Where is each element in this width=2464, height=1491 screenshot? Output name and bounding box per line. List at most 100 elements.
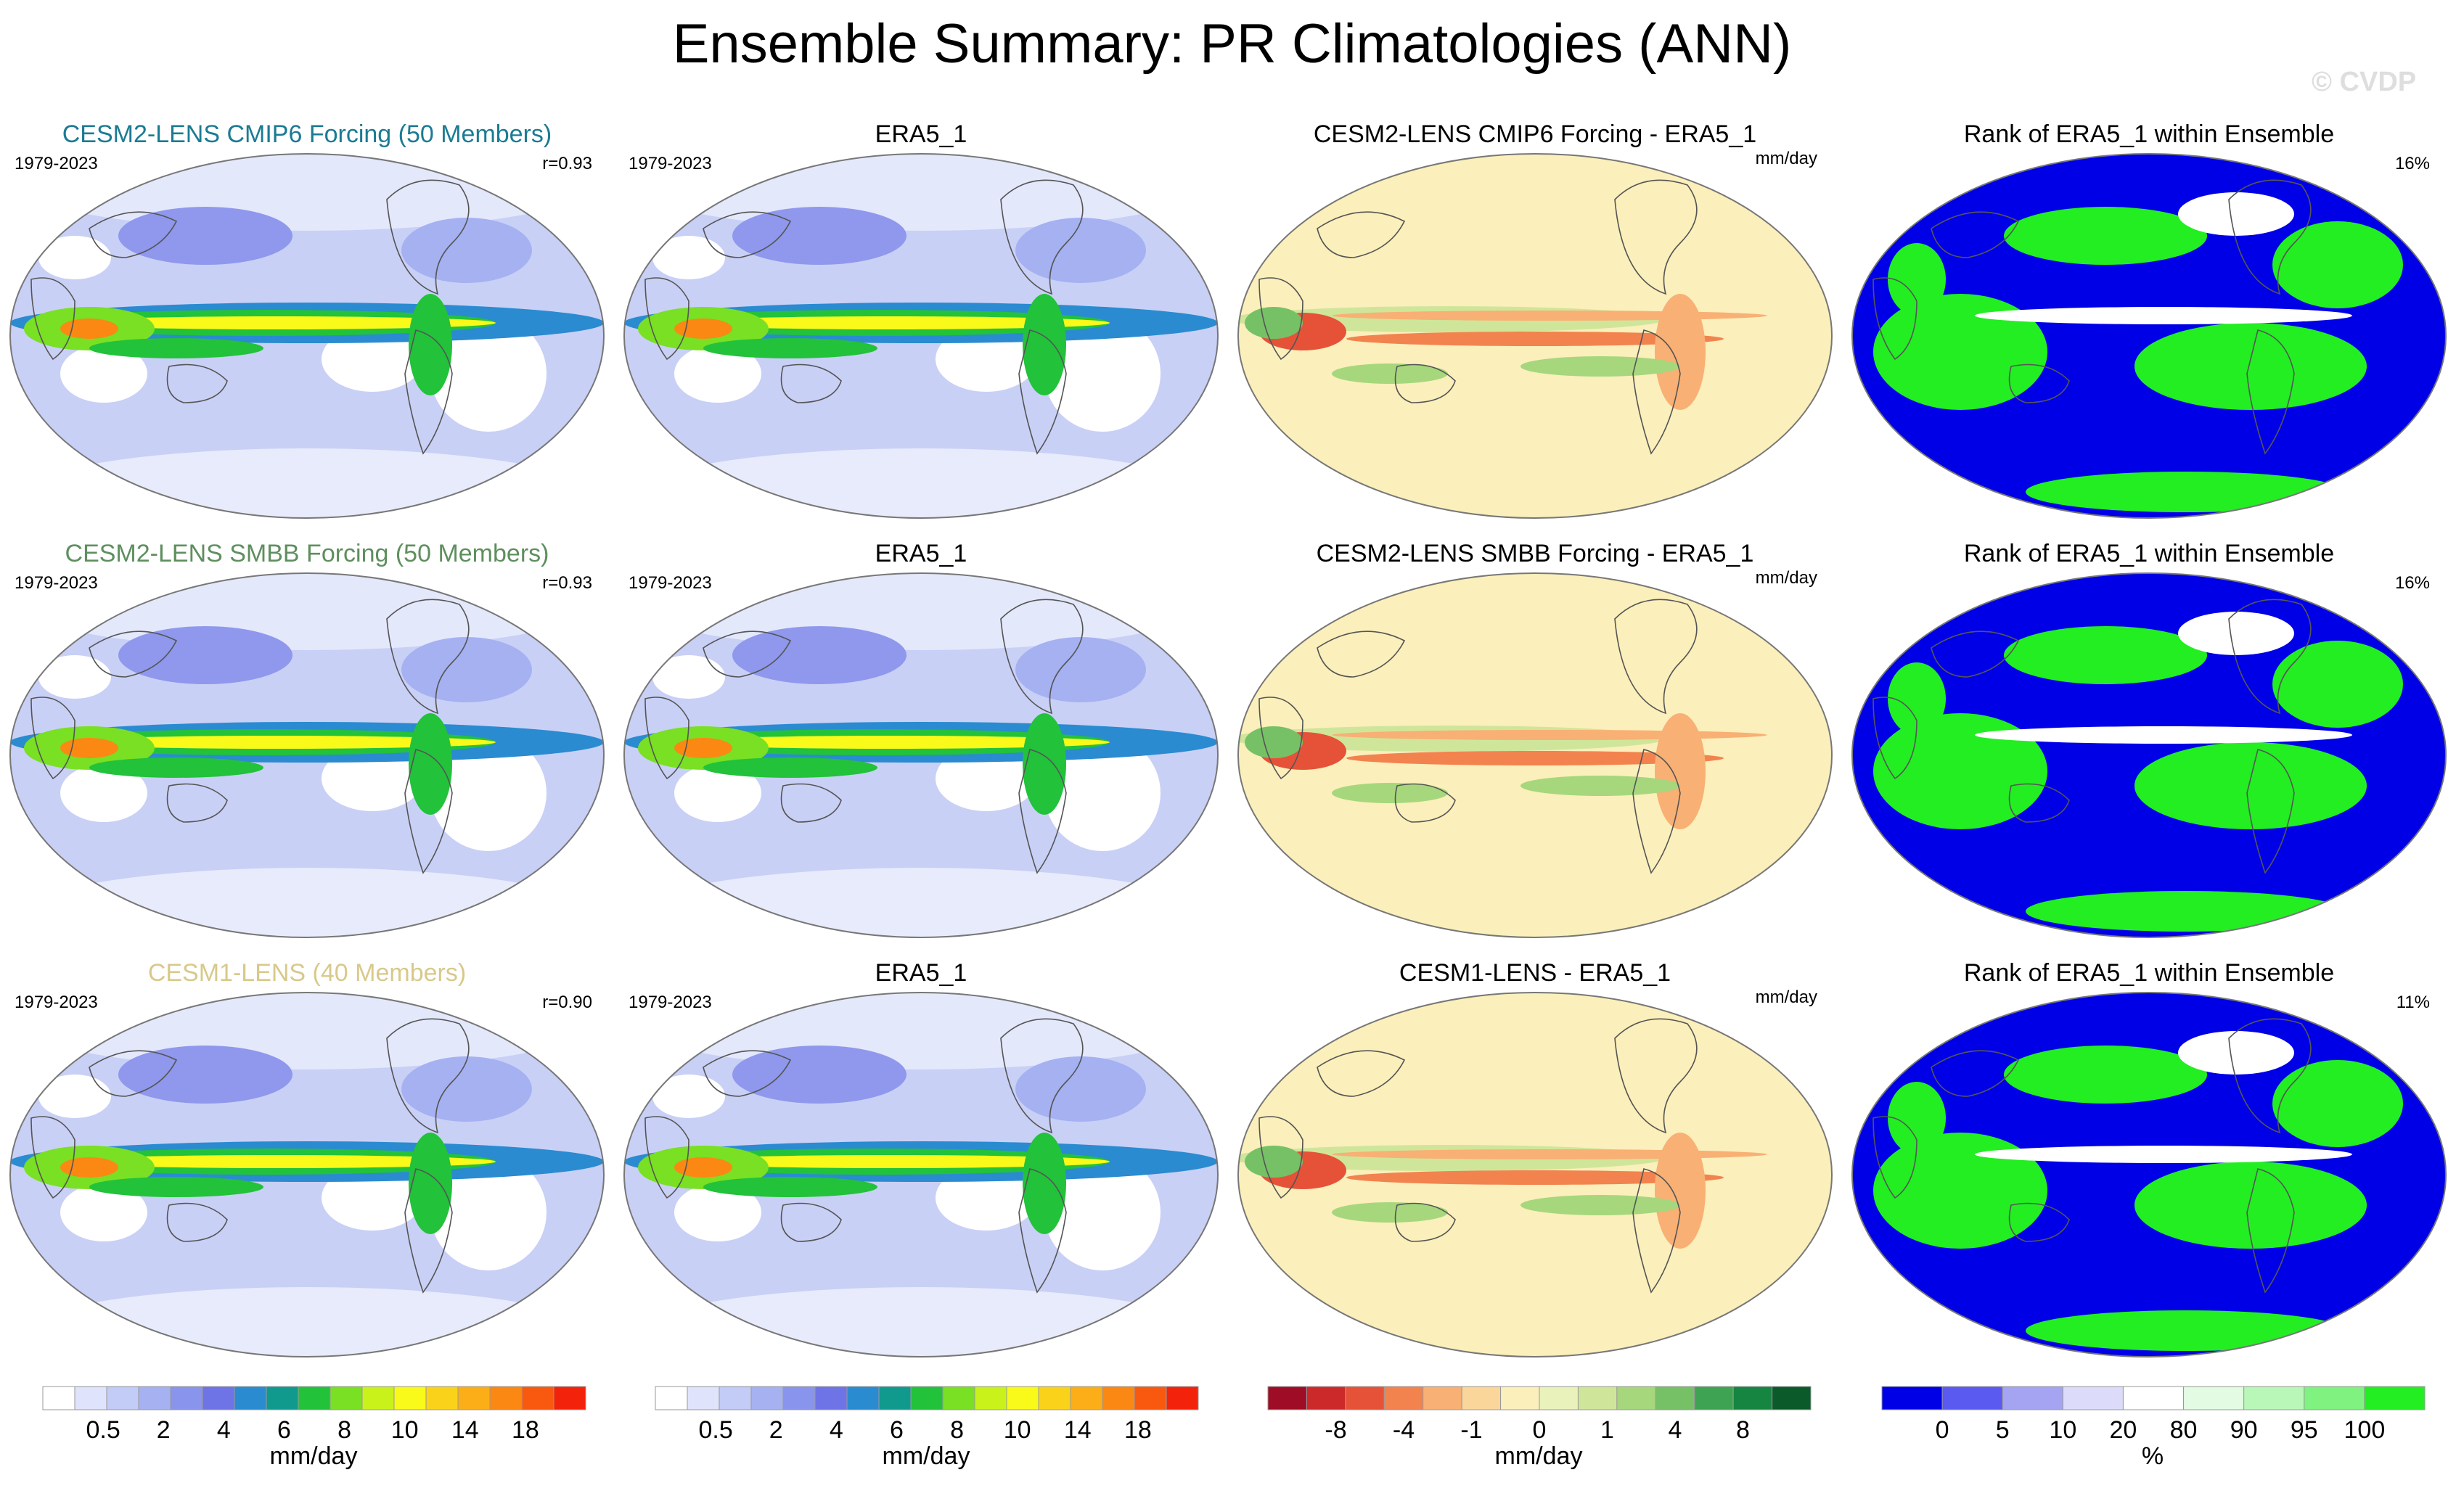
continent-outline-4 — [780, 363, 842, 403]
field-feature-8 — [1332, 363, 1448, 384]
field-feature-11 — [60, 1155, 496, 1168]
continent-outline-3 — [89, 631, 178, 678]
colorbar-pr2-swatch-9 — [910, 1386, 944, 1410]
field-feature-14 — [89, 338, 263, 358]
obs-map-row1 — [623, 153, 1219, 519]
field-feature-8 — [652, 1075, 725, 1118]
colorbar-rank-tick-3: 10 — [2049, 1416, 2077, 1444]
field-feature-3 — [118, 1046, 292, 1104]
colorbar-pr1-tick-4: 6 — [277, 1416, 291, 1444]
field-feature-8 — [652, 655, 725, 699]
model-panel-title: CESM2-LENS SMBB Forcing (50 Members) — [65, 540, 549, 567]
colorbar-pr1-tick-6: 10 — [390, 1416, 419, 1444]
colorbar-pr2-tick-7: 14 — [1063, 1416, 1092, 1444]
field-feature-8 — [38, 236, 111, 279]
continent-outline-2 — [2246, 329, 2295, 455]
field-feature-14 — [703, 757, 877, 778]
pattern-correlation-label: r=0.93 — [542, 573, 592, 593]
continent-outline-5 — [1258, 697, 1303, 780]
continent-outline-5 — [1872, 1116, 1917, 1199]
colorbar-diff-swatch-7 — [1500, 1386, 1540, 1410]
field-feature-8 — [1332, 1202, 1448, 1223]
model-panel-title: CESM2-LENS CMIP6 Forcing (50 Members) — [62, 120, 552, 148]
diff-panel-title: CESM2-LENS CMIP6 Forcing - ERA5_1 — [1313, 120, 1757, 148]
field-feature-5 — [430, 735, 547, 851]
colorbar-diff-swatch-2 — [1306, 1386, 1346, 1410]
colorbar-diff-swatch-13 — [1732, 1386, 1773, 1410]
continent-outline-5 — [1258, 1116, 1303, 1199]
colorbar-rank-swatch-2 — [1941, 1386, 2003, 1410]
continent-outline-5 — [644, 697, 689, 780]
colorbar-pr1-swatch-12 — [393, 1386, 427, 1410]
obs-period-label: 1979-2023 — [629, 573, 712, 593]
field-feature-8 — [652, 236, 725, 279]
figure-title: Ensemble Summary: PR Climatologies (ANN) — [672, 13, 1792, 75]
field-feature-7 — [60, 764, 147, 822]
diff-units-label: mm/day — [1755, 568, 1817, 588]
continent-outline-3 — [1931, 1050, 2020, 1097]
continent-outline-1 — [386, 1018, 470, 1134]
field-feature-8 — [2026, 1310, 2345, 1351]
field-feature-4 — [2004, 207, 2207, 265]
field-feature-13 — [674, 738, 732, 758]
colorbar-pr1-swatch-11 — [361, 1386, 395, 1410]
field-feature-1 — [1873, 294, 2047, 410]
cvdp-watermark: © CVDP — [2312, 67, 2417, 97]
diff-panel-title: CESM2-LENS SMBB Forcing - ERA5_1 — [1316, 540, 1754, 567]
field-feature-2 — [1346, 751, 1724, 765]
field-feature-2 — [2134, 323, 2367, 410]
field-feature-4 — [1332, 311, 1767, 321]
colorbar-diff-swatch-5 — [1423, 1386, 1462, 1410]
colorbar-pr2-swatch-16 — [1134, 1386, 1167, 1410]
field-feature-3 — [118, 207, 292, 265]
continent-outline-1 — [2228, 1018, 2312, 1134]
field-feature-4 — [1332, 1149, 1767, 1159]
colorbar-pr2 — [655, 1386, 1199, 1410]
field-feature-15 — [1023, 713, 1066, 815]
field-feature-7 — [1520, 776, 1680, 796]
colorbar-pr2-tick-2: 2 — [769, 1416, 783, 1444]
field-feature-15 — [409, 1133, 452, 1234]
continent-outline-2 — [1018, 1168, 1067, 1294]
continent-outline-3 — [1317, 631, 1406, 678]
field-feature-6 — [1245, 1146, 1303, 1178]
field-feature-13 — [60, 319, 118, 339]
map-border — [9, 153, 605, 519]
map-border — [1237, 992, 1833, 1357]
colorbar-pr1-tick-7: 14 — [451, 1416, 479, 1444]
map-border — [1851, 572, 2447, 938]
colorbar-diff-units: mm/day — [1494, 1442, 1583, 1470]
colorbar-pr1-swatch-2 — [74, 1386, 107, 1410]
colorbar-pr2-swatch-13 — [1038, 1386, 1071, 1410]
colorbar-pr1-swatch-7 — [234, 1386, 267, 1410]
continent-outline-3 — [1317, 211, 1406, 258]
field-feature-3 — [732, 626, 906, 684]
field-feature-5 — [1044, 735, 1161, 851]
obs-map-row2 — [623, 572, 1219, 938]
colorbar-pr1-swatch-5 — [170, 1386, 203, 1410]
field-feature-7 — [674, 1183, 761, 1241]
obs-panel-title: ERA5_1 — [875, 120, 967, 148]
field-feature-14 — [89, 757, 263, 778]
continent-outline-4 — [1394, 783, 1456, 823]
field-feature-13 — [674, 1157, 732, 1178]
colorbar-pr1-tick-2: 2 — [156, 1416, 171, 1444]
field-feature-14 — [89, 1177, 263, 1197]
map-border — [623, 572, 1219, 938]
continent-outline-5 — [1872, 277, 1917, 361]
continent-outline-2 — [1018, 329, 1067, 455]
field-feature-13 — [60, 738, 118, 758]
field-feature-11 — [674, 1155, 1110, 1168]
obs-map-row3 — [623, 992, 1219, 1357]
colorbar-pr2-swatch-5 — [782, 1386, 816, 1410]
diff-map-row3 — [1237, 992, 1833, 1357]
field-feature-2 — [10, 868, 604, 937]
continent-outline-5 — [30, 697, 75, 780]
colorbar-diff-swatch-9 — [1577, 1386, 1618, 1410]
field-feature-8 — [2026, 472, 2345, 512]
colorbar-diff-swatch-12 — [1694, 1386, 1734, 1410]
rank-map-row2 — [1851, 572, 2447, 938]
field-feature-15 — [409, 294, 452, 395]
colorbar-pr2-swatch-7 — [846, 1386, 880, 1410]
field-feature-1 — [1873, 1133, 2047, 1249]
